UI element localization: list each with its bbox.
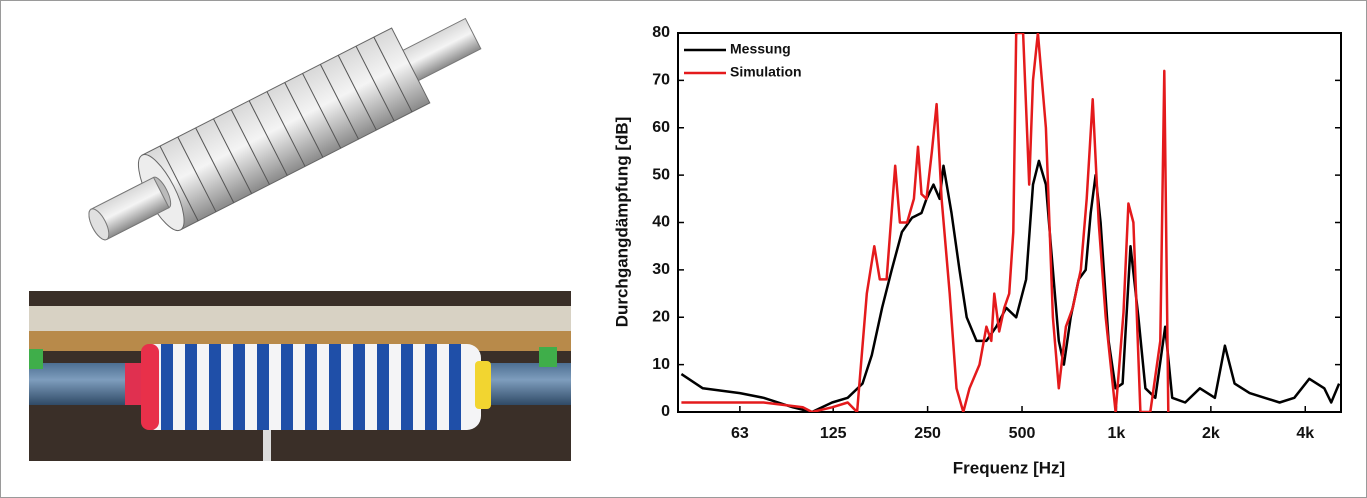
plot-frame [677,32,1342,413]
y-tick-label: 70 [652,72,670,89]
x-tick-label: 4k [1296,425,1314,442]
x-tick-label: 63 [731,425,749,442]
y-axis-label: Durchgangdämpfung [dB] [612,117,631,328]
y-tick-label: 10 [652,356,670,373]
x-tick-label: 1k [1108,425,1126,442]
y-tick-label: 60 [652,119,670,136]
x-tick-label: 2k [1202,425,1220,442]
render-illustration [88,17,482,241]
y-tick-label: 80 [652,24,670,41]
photo-illustration [29,291,571,461]
data-line [681,33,1170,412]
x-axis-label: Frequenz [Hz] [953,458,1065,477]
y-tick-label: 50 [652,166,670,183]
x-tick-label: 250 [914,425,941,442]
legend-label: Simulation [730,64,802,80]
y-tick-label: 40 [652,214,670,231]
x-tick-label: 500 [1009,425,1036,442]
x-tick-label: 125 [820,425,847,442]
legend-label: Messung [730,41,791,57]
y-tick-label: 0 [661,403,670,420]
y-tick-label: 30 [652,261,670,278]
plot-lines [680,33,1341,412]
y-tick-label: 20 [652,308,670,325]
